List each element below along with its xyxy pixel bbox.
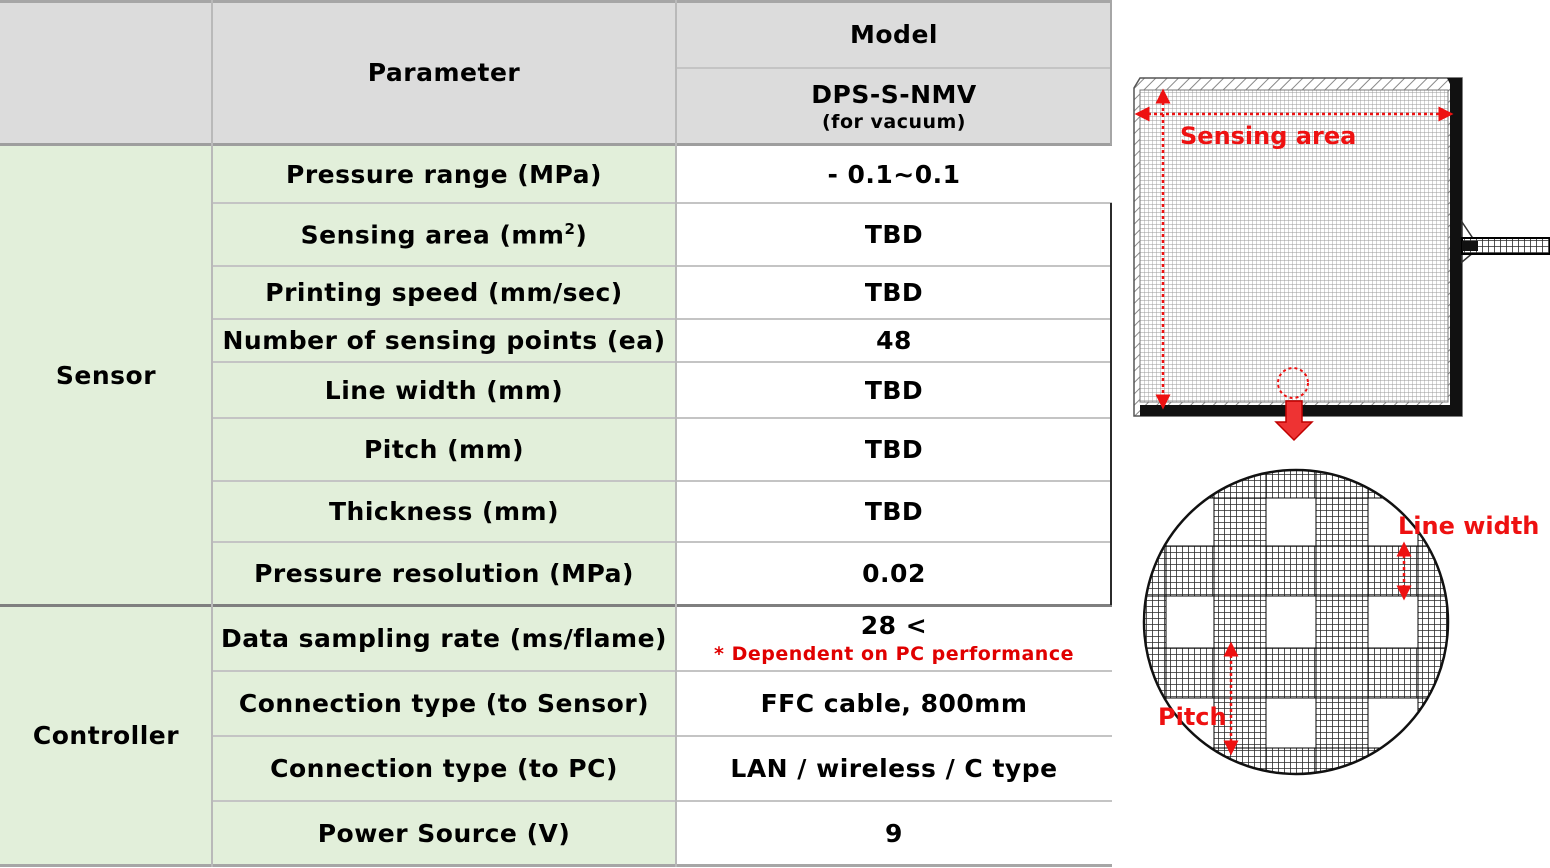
model-name-header: DPS-S-NMV (for vacuum) [676,68,1112,145]
param-pressure-resolution: Pressure resolution (MPa) [212,542,676,605]
table-border-right [1110,0,1112,145]
param-printing-speed: Printing speed (mm/sec) [212,266,676,319]
row-divider [212,541,1112,543]
row-divider [212,417,1112,419]
param-connection-sensor: Connection type (to Sensor) [212,671,676,736]
header-bottom-border [0,143,1112,146]
param-power-source: Power Source (V) [212,801,676,865]
magnified-circle-outline [1142,468,1450,776]
value-power-source: 9 [676,801,1112,865]
column-divider [211,0,213,867]
model-header: Model [676,0,1112,68]
row-divider [212,800,1112,802]
row-divider [212,735,1112,737]
value-thickness: TBD [676,481,1112,542]
sampling-rate-note: * Dependent on PC performance [714,643,1074,665]
row-divider [212,361,1112,363]
column-divider [675,0,677,867]
row-divider [212,670,1112,672]
param-sampling-rate: Data sampling rate (ms/flame) [212,605,676,671]
value-pitch: TBD [676,418,1112,481]
param-line-width: Line width (mm) [212,362,676,418]
sensor-diagram [1133,77,1550,776]
sensing-area-annotation [1134,88,1454,410]
model-name: DPS-S-NMV [811,80,977,109]
group-label-sensor: Sensor [0,145,212,605]
header-divider [676,67,1112,69]
sensing-area-label: Sensing area [1180,122,1357,150]
value-connection-pc: LAN / wireless / C type [676,736,1112,801]
value-line-width: TBD [676,362,1112,418]
row-divider [212,318,1112,320]
param-sensing-points: Number of sensing points (ea) [212,319,676,362]
row-divider [212,202,1112,204]
table-border-bottom [0,864,1112,867]
table-border-top [0,0,1112,3]
value-connection-sensor: FFC cable, 800mm [676,671,1112,736]
row-divider [212,480,1112,482]
model-note: (for vacuum) [822,111,966,133]
value-sensing-area: TBD [676,203,1112,266]
value-sampling-rate: 28 < * Dependent on PC performance [676,605,1112,671]
row-divider [212,265,1112,267]
parameter-header: Parameter [212,0,676,145]
param-thickness: Thickness (mm) [212,481,676,542]
param-sensing-area: Sensing area (mm2) [212,203,676,266]
group-divider [0,604,1112,607]
value-pressure-resolution: 0.02 [676,542,1112,605]
sampling-rate-value: 28 < [860,611,928,640]
zoom-indicator [1274,367,1314,442]
value-pressure-range: - 0.1~0.1 [676,145,1112,203]
header-blank-cell [0,0,212,145]
group-label-controller: Controller [0,605,212,865]
param-pitch: Pitch (mm) [212,418,676,481]
param-pressure-range: Pressure range (MPa) [212,145,676,203]
value-printing-speed: TBD [676,266,1112,319]
param-connection-pc: Connection type (to PC) [212,736,676,801]
pitch-label: Pitch [1158,703,1227,731]
line-width-label: Line width [1398,512,1540,540]
sensor-sheet [1133,77,1550,417]
table-border-right [1110,203,1112,605]
value-sensing-points: 48 [676,319,1112,362]
